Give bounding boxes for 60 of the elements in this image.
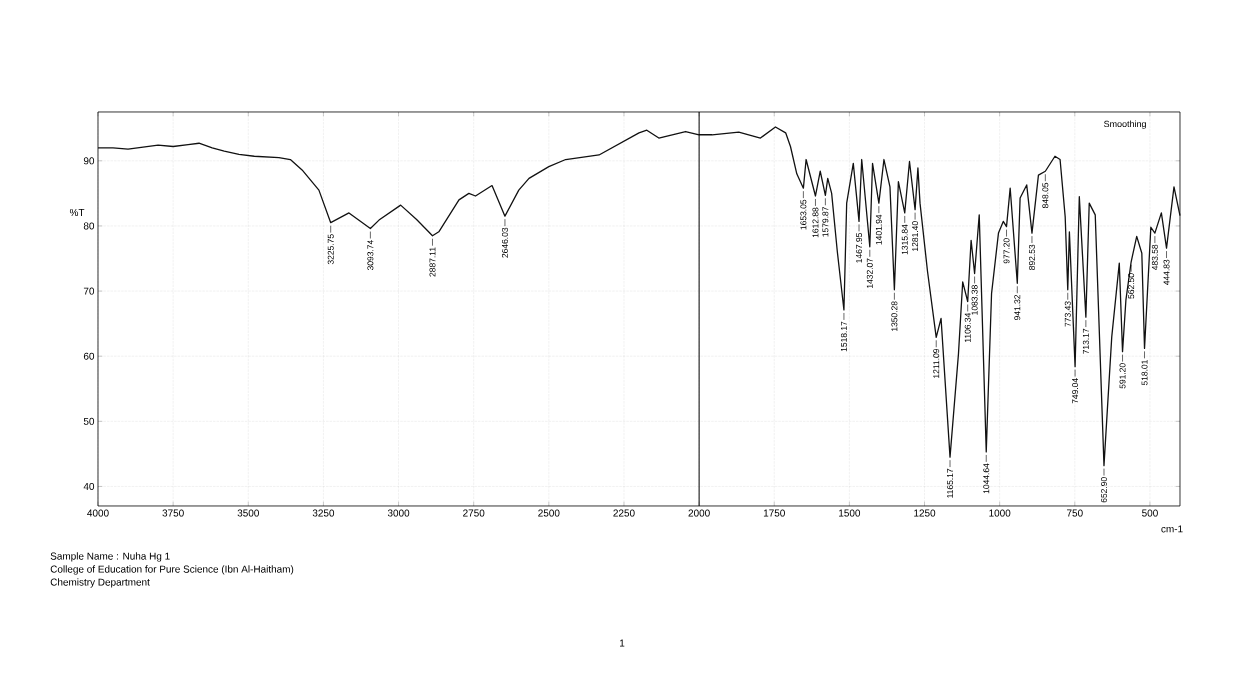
y-tick-label: 40	[83, 482, 95, 490]
annotation: 1467.95	[856, 233, 863, 263]
x-tick-label: 500	[1142, 509, 1158, 517]
x-tick-label: 750	[1067, 509, 1083, 517]
x-tick-label: 3750	[162, 509, 184, 517]
annotation: 1315.84	[901, 224, 908, 255]
x-tick-label: 2250	[613, 509, 635, 517]
text: 1	[620, 639, 625, 647]
y-axis-title: %T	[69, 208, 85, 216]
annotation: 2887.11	[429, 247, 436, 277]
annotation: 1044.64	[983, 463, 990, 494]
annotation: 1106.34	[964, 312, 971, 343]
annotation: 1083.38	[971, 285, 978, 315]
x-tick-label: 2500	[538, 509, 560, 517]
x-tick-label: 4000	[87, 509, 109, 517]
annotation: 892.53	[1028, 244, 1035, 270]
annotation: 1653.05	[800, 199, 807, 230]
y-tick-label: 80	[83, 222, 95, 230]
annotation: 3093.74	[367, 240, 374, 271]
annotation: 713.17	[1082, 328, 1089, 354]
annotation: 773.43	[1064, 301, 1071, 327]
x-tick-label: 3000	[387, 509, 410, 517]
annotation: 1350.28	[891, 301, 898, 331]
x-tick-label: 3250	[312, 509, 335, 517]
annotation: 1165.17	[947, 468, 954, 498]
annotation: 562.50	[1128, 273, 1135, 299]
x-tick-label: 3500	[237, 509, 259, 517]
annotation: 2646.03	[501, 227, 508, 258]
x-axis-title: cm-1	[1161, 525, 1183, 533]
annotation: 1579.87	[822, 207, 829, 237]
annotation: 977.20	[1003, 238, 1010, 264]
x-tick-label: 2000	[688, 509, 710, 517]
annotation: 444.83	[1163, 259, 1170, 286]
text: Chemistry Department	[50, 578, 150, 588]
annotation: 591.20	[1119, 363, 1126, 389]
annotation: 848.05	[1042, 182, 1049, 209]
annotation: 749.04	[1072, 378, 1079, 404]
y-tick-label: 60	[83, 352, 95, 360]
annotation: 1281.40	[912, 221, 919, 251]
text: College of Education for Pure Science (Ibn Al-Haitham)	[50, 565, 294, 575]
annotation: 652.90	[1101, 477, 1107, 503]
annotation: 1211.09	[933, 348, 940, 378]
annotation: 483.58	[1151, 244, 1158, 271]
x-tick-label: 2750	[463, 509, 485, 517]
annotation: 518.01	[1141, 360, 1148, 386]
text: Sample Name : Nuha Hg 1	[50, 552, 170, 562]
annotation: 1518.17	[840, 321, 847, 352]
annotation: 3225.75	[327, 234, 334, 265]
y-tick-label: 90	[83, 157, 95, 165]
y-tick-label: 70	[83, 287, 95, 295]
annotation: 941.32	[1014, 294, 1021, 321]
x-tick-label: 1750	[763, 509, 785, 517]
y-tick-label: 50	[83, 417, 95, 425]
annotation: 1612.88	[812, 207, 819, 238]
x-tick-label: 1000	[989, 509, 1011, 517]
annotation: Smoothing	[1104, 120, 1146, 129]
x-tick-label: 1500	[839, 509, 861, 517]
x-tick-label: 1250	[914, 509, 936, 517]
annotation: 1401.94	[875, 214, 882, 245]
annotation: 1432.07	[866, 258, 873, 289]
